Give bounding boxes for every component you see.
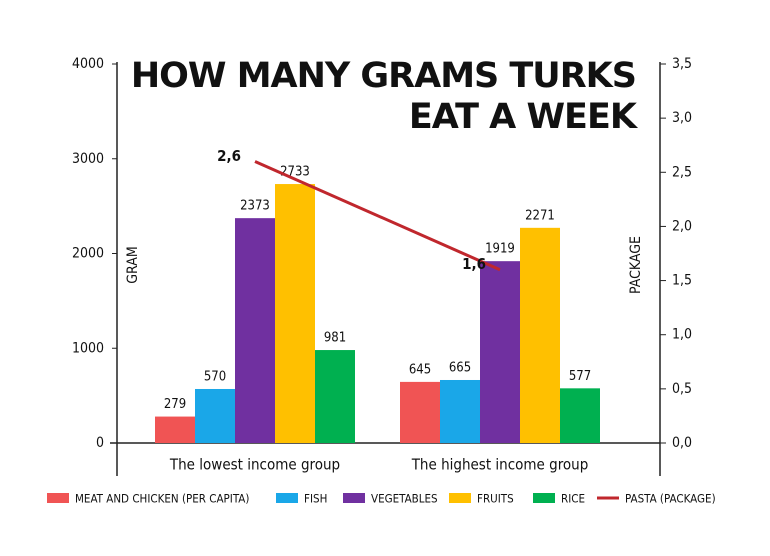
bar-value-label: 2373 [240,199,270,214]
bar [315,350,355,443]
bar-value-label: 665 [449,360,471,375]
y2-tick-label: 2,0 [672,218,692,234]
y2-tick-label: 3,5 [672,56,692,72]
y-tick-label: 2000 [72,246,104,262]
legend-label: FISH [304,492,327,506]
bar-value-label: 577 [569,369,591,384]
bar-value-label: 1919 [485,242,515,257]
y2-tick-label: 3,0 [672,110,692,126]
bar-value-label: 2271 [525,208,555,223]
line-value-label: 1,6 [462,255,486,273]
bar-value-label: 570 [204,369,226,384]
bar-value-label: 645 [409,362,431,377]
x-tick-label: The lowest income group [169,456,340,474]
legend-label: MEAT AND CHICKEN (PER CAPITA) [75,492,249,506]
y-tick-label: 4000 [72,56,104,72]
bar [480,261,520,443]
legend-swatch [276,493,298,503]
y-axis-label: GRAM [125,246,141,283]
bar [440,379,480,443]
legend-swatch [343,493,365,503]
y2-tick-label: 2,5 [672,164,692,180]
y2-axis-label: PACKAGE [628,236,644,294]
legend-swatch [47,493,69,503]
legend-label: RICE [561,492,585,506]
bar [195,388,235,443]
y2-tick-label: 1,5 [672,273,692,289]
bar-value-label: 2733 [280,165,310,180]
y-tick-label: 1000 [72,340,104,356]
bar [400,381,440,443]
legend-swatch [449,493,471,503]
legend-label: PASTA (PACKAGE) [625,492,716,506]
x-tick-label: The highest income group [411,456,589,474]
y-tick-label: 0 [96,435,104,451]
legend-label: FRUITS [477,492,514,506]
legend-label: VEGETABLES [371,492,438,506]
bar [235,218,275,443]
bar [155,416,195,443]
line-value-label: 2,6 [217,147,241,165]
bar-value-label: 279 [164,397,186,412]
bar-value-label: 981 [324,331,346,346]
chart-title: HOW MANY GRAMS TURKS [131,56,636,96]
y2-tick-label: 0,5 [672,381,692,397]
bar [560,388,600,443]
line [254,160,501,272]
bar [520,227,560,443]
legend-swatch [533,493,555,503]
y-tick-label: 3000 [72,151,104,167]
y2-tick-label: 0,0 [672,435,692,451]
chart-title: EAT A WEEK [409,97,639,137]
y2-tick-label: 1,0 [672,327,692,343]
bar [275,184,315,443]
